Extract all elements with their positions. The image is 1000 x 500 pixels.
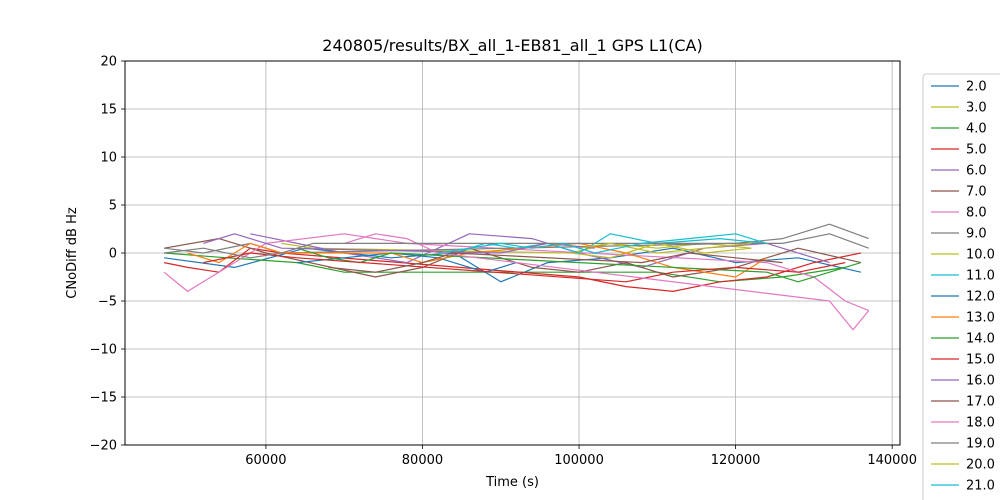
legend-label: 7.0 [966, 185, 987, 200]
y-tick-label: −20 [90, 439, 117, 454]
series-line-14.0 [297, 247, 862, 283]
x-tick-label: 60000 [245, 453, 286, 468]
series-line-13.0 [187, 242, 768, 278]
x-tick-label: 120000 [711, 453, 761, 468]
legend-label: 5.0 [966, 143, 987, 158]
series-line-19.0 [164, 233, 869, 259]
legend-label: 10.0 [966, 248, 995, 263]
legend-label: 21.0 [966, 479, 995, 494]
x-tick-label: 100000 [554, 453, 604, 468]
legend-box [922, 73, 1000, 500]
y-axis-title: CNoDiff dB Hz [65, 207, 80, 299]
legend: 2.0 3.0 4.0 5.0 6.0 7.0 8.0 9.0 10.0 11.0 12.0 13.0… [922, 73, 1000, 500]
series-line-20.0 [578, 242, 752, 254]
chart-title: 240805/results/BX_all_1-EB81_all_1 GPS L… [322, 36, 702, 56]
legend-label: 9.0 [966, 227, 987, 242]
legend-label: 17.0 [966, 395, 995, 410]
y-tick-label: 0 [109, 247, 117, 262]
legend-label: 19.0 [966, 437, 995, 452]
legend-label: 13.0 [966, 311, 995, 326]
legend-label: 12.0 [966, 290, 995, 305]
legend-label: 18.0 [966, 416, 995, 431]
series-line-11.0 [453, 233, 767, 254]
y-tick-label: −15 [90, 391, 117, 406]
series-line-8.0 [163, 233, 869, 312]
y-tick-label: −10 [90, 343, 117, 358]
legend-label: 15.0 [966, 353, 995, 368]
legend-label: 20.0 [966, 458, 995, 473]
x-tick-label: 140000 [867, 453, 917, 468]
y-tick-label: 5 [109, 199, 117, 214]
x-axis-title: Time (s) [485, 475, 539, 490]
series-line-15.0 [203, 252, 846, 283]
legend-label: 8.0 [966, 206, 987, 221]
legend-label: 16.0 [966, 374, 995, 389]
series-line-17.0 [328, 252, 783, 273]
y-tick-label: 15 [100, 103, 117, 118]
legend-label: 3.0 [966, 101, 987, 116]
series-layer [163, 223, 870, 331]
series-line-21.0 [438, 233, 768, 254]
legend-label: 4.0 [966, 122, 987, 137]
legend-label: 6.0 [966, 164, 987, 179]
y-tick-label: −5 [98, 295, 117, 310]
y-tick-label: 20 [100, 55, 117, 70]
legend-label: 14.0 [966, 332, 995, 347]
y-tick-label: 10 [100, 151, 117, 166]
legend-label: 2.0 [966, 80, 987, 95]
x-tick-label: 80000 [402, 453, 443, 468]
legend-label: 11.0 [966, 269, 995, 284]
axis-ticks: 60000 80000 100000 120000 140000 −20 −15 −10 −5 0… [90, 55, 917, 469]
series-line-9.0 [164, 223, 869, 254]
